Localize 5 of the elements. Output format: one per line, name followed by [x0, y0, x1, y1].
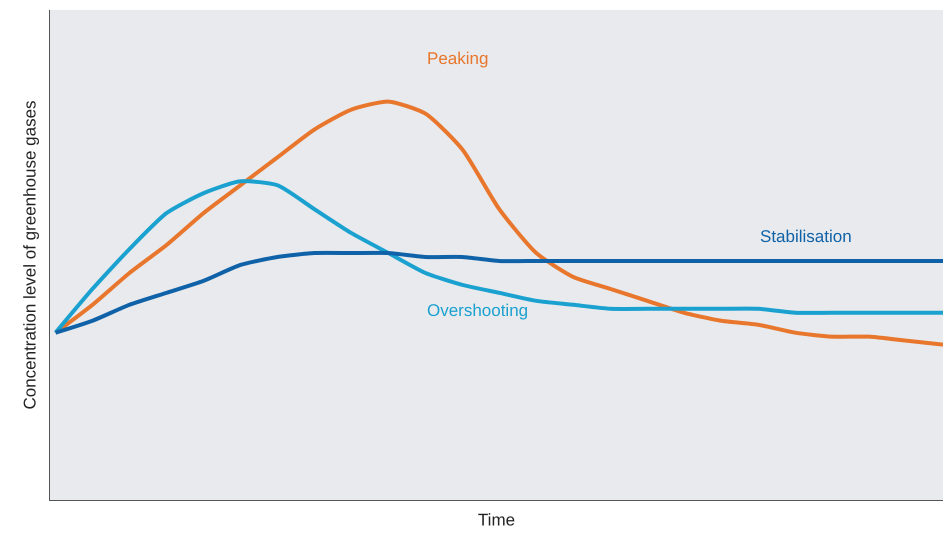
x-axis-title: Time — [478, 510, 516, 530]
series-label: Overshooting — [427, 301, 528, 320]
text: Peaking — [427, 49, 488, 68]
series-label: Stabilisation — [760, 227, 852, 246]
y-axis-title: Concentration level of greenhouse gases — [20, 100, 40, 410]
